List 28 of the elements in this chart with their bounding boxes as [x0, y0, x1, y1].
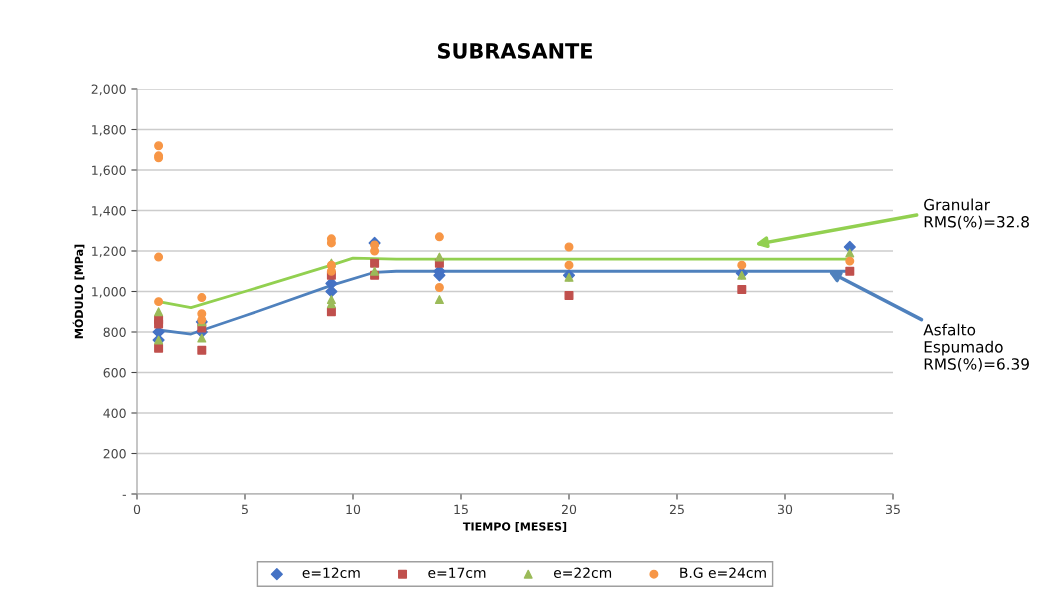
x-tick-label: 25	[669, 504, 684, 515]
legend-label: e=22cm	[553, 567, 612, 578]
chart-title: SUBRASANTE	[438, 42, 592, 59]
x-tick-label: 5	[241, 504, 248, 515]
legend-label: B.G e=24cm	[680, 567, 766, 578]
annotation: Asfalto Espumado RMS(%)=6.39	[923, 323, 1029, 372]
y-tick-label: 1,400	[92, 205, 126, 217]
y-tick-label: 2,000	[91, 84, 126, 96]
y-tick-label: 1,800	[92, 124, 126, 136]
y-tick-label: 1,600	[92, 165, 126, 177]
y-axis-title: MÓDULO [MPa]	[72, 244, 85, 339]
x-tick-label: 30	[778, 504, 793, 515]
legend-label: e=17cm	[428, 567, 486, 578]
x-tick-label: 20	[561, 504, 577, 515]
y-tick-label: 800	[103, 327, 126, 337]
x-tick-label: 35	[886, 504, 900, 515]
legend-label: e=12cm	[302, 567, 360, 578]
y-tick-label: 600	[103, 367, 126, 378]
x-tick-label: 0	[133, 504, 141, 515]
x-tick-label: 10	[346, 504, 361, 515]
y-tick-label: 1,200	[92, 246, 126, 258]
x-axis-title: TIEMPO [MESES]	[462, 522, 567, 532]
text: Granular RMS(%)=32.8	[924, 198, 1029, 230]
y-tick-label: -	[122, 494, 126, 496]
x-tick-label: 15	[454, 504, 468, 515]
y-tick-label: 200	[103, 448, 126, 459]
y-tick-label: 400	[103, 408, 126, 418]
y-tick-label: 1,000	[92, 286, 126, 298]
